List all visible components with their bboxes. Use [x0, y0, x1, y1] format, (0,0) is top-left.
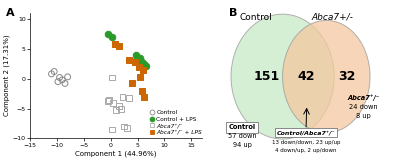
Point [108, 128, 115, 131]
Text: Abca7+/-: Abca7+/- [312, 13, 354, 22]
Text: 24 down: 24 down [350, 104, 378, 110]
Text: Control: Control [240, 13, 272, 22]
Point [140, 68, 146, 71]
Point [51, 70, 57, 73]
Point [137, 57, 143, 59]
Point [105, 33, 111, 35]
Text: 8 up: 8 up [356, 114, 371, 119]
Text: A: A [6, 8, 14, 18]
Point [142, 64, 149, 67]
Text: 57 down: 57 down [228, 133, 256, 139]
Point [119, 95, 126, 98]
Point [56, 76, 63, 79]
Point [141, 62, 147, 65]
Point [135, 65, 142, 68]
X-axis label: Component 1 (44.96%): Component 1 (44.96%) [75, 150, 157, 157]
Text: Abca7⁺/⁻: Abca7⁺/⁻ [348, 94, 380, 101]
Point [132, 61, 138, 63]
Ellipse shape [282, 20, 370, 133]
Point [129, 82, 135, 85]
Point [108, 36, 115, 38]
Text: 151: 151 [254, 70, 280, 83]
Point [137, 76, 143, 79]
Point [139, 89, 145, 92]
Point [126, 96, 133, 99]
Legend: Control, Control + LPS, Abca7⁺/⁻, Abca7⁺/⁻ + LPS: Control, Control + LPS, Abca7⁺/⁻, Abca7⁺… [149, 110, 202, 136]
Point [105, 100, 111, 103]
Point [121, 125, 127, 128]
Point [116, 104, 122, 107]
Ellipse shape [231, 14, 334, 139]
Text: 32: 32 [338, 70, 355, 83]
Point [106, 98, 112, 101]
Point [124, 126, 130, 129]
Text: Control/Abca7⁺/⁻: Control/Abca7⁺/⁻ [277, 130, 335, 135]
Point [113, 109, 119, 111]
Y-axis label: Component 2 (17.31%): Component 2 (17.31%) [4, 35, 10, 116]
Point [55, 80, 61, 83]
Text: 42: 42 [297, 70, 315, 83]
Point [126, 58, 133, 61]
Point [59, 79, 66, 81]
Point [139, 61, 145, 63]
Point [112, 43, 118, 45]
Point [116, 44, 122, 47]
Text: 4 down/up, 2 up/down: 4 down/up, 2 up/down [275, 148, 337, 153]
Point [64, 76, 71, 78]
Point [118, 107, 124, 110]
Point [132, 59, 138, 62]
Point [134, 59, 141, 62]
Point [108, 76, 115, 79]
Text: 94 up: 94 up [232, 142, 252, 148]
Text: B: B [230, 8, 238, 18]
Point [141, 95, 147, 98]
Point [110, 101, 116, 104]
Text: 13 down/down, 23 up/up: 13 down/down, 23 up/up [272, 140, 340, 145]
Point [62, 82, 68, 85]
Point [133, 53, 140, 56]
Point [48, 73, 55, 75]
Text: Control: Control [228, 124, 256, 130]
